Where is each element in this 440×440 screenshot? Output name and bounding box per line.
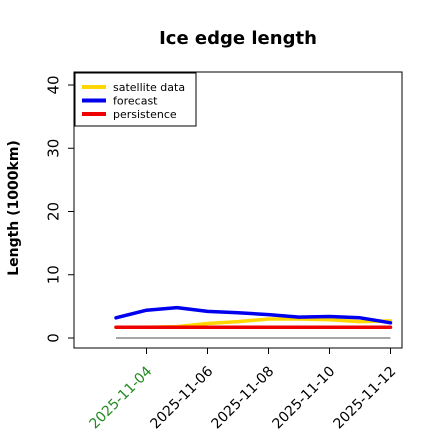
- series-line-forecast: [114, 305, 393, 325]
- y-tick-label: 20: [45, 202, 63, 221]
- y-tick-label: 10: [45, 265, 63, 284]
- series-layer: [114, 305, 393, 339]
- x-tick-label: 2025-11-12: [330, 364, 399, 433]
- legend-label: forecast: [113, 95, 158, 108]
- x-tick-label: 2025-11-04: [86, 363, 155, 432]
- legend-label: persistence: [113, 108, 177, 121]
- legend-label: satellite data: [113, 81, 185, 94]
- x-axis: 2025-11-042025-11-062025-11-082025-11-10…: [86, 347, 399, 433]
- x-tick-label: 2025-11-06: [147, 363, 216, 432]
- x-tick-label: 2025-11-10: [269, 364, 338, 433]
- y-axis: 0 10 20 30 40: [45, 75, 75, 343]
- y-axis-label: Length (1000km): [6, 140, 22, 276]
- y-tick-label: 30: [45, 139, 63, 158]
- chart-title: Ice edge length: [159, 28, 317, 49]
- y-tick-label: 40: [45, 75, 63, 94]
- y-tick-label: 0: [45, 333, 63, 343]
- x-tick-label: 2025-11-08: [208, 364, 277, 433]
